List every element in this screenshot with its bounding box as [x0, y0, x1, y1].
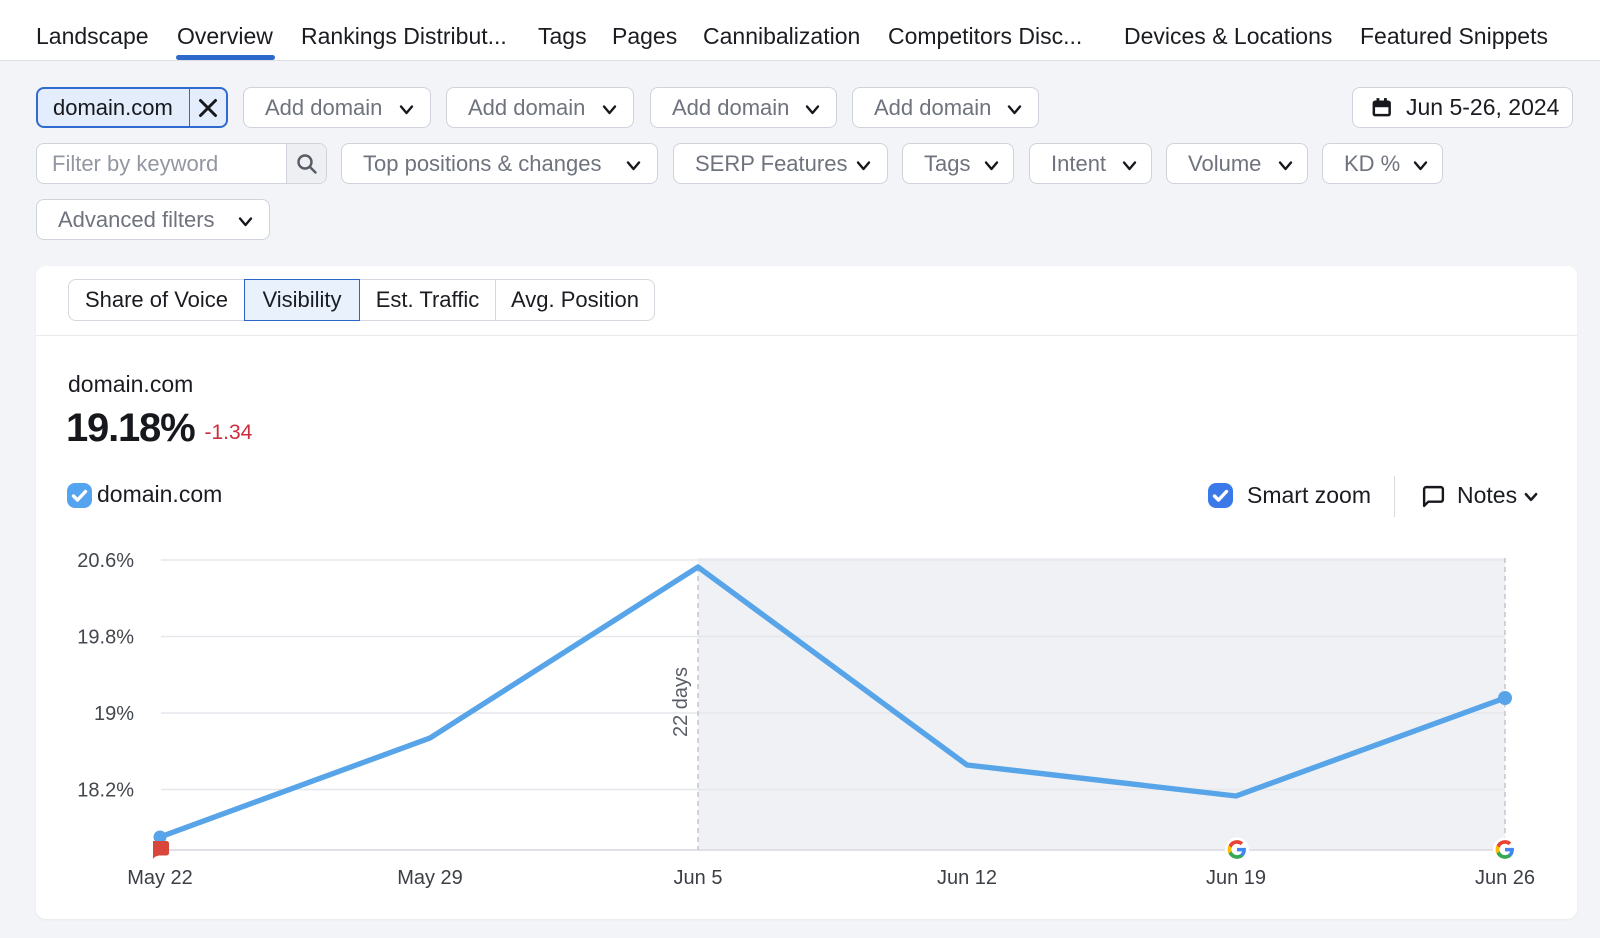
svg-text:19.8%: 19.8% [77, 627, 134, 649]
svg-text:20.6%: 20.6% [77, 550, 134, 572]
svg-text:May 22: May 22 [127, 867, 193, 889]
svg-text:22 days: 22 days [670, 667, 692, 737]
svg-text:May 29: May 29 [397, 867, 463, 889]
svg-text:Jun 19: Jun 19 [1206, 867, 1266, 889]
svg-text:Jun 26: Jun 26 [1475, 867, 1535, 889]
svg-text:Jun 12: Jun 12 [937, 867, 997, 889]
svg-text:18.2%: 18.2% [77, 780, 134, 802]
svg-text:Jun 5: Jun 5 [674, 867, 723, 889]
svg-text:19%: 19% [94, 703, 134, 725]
